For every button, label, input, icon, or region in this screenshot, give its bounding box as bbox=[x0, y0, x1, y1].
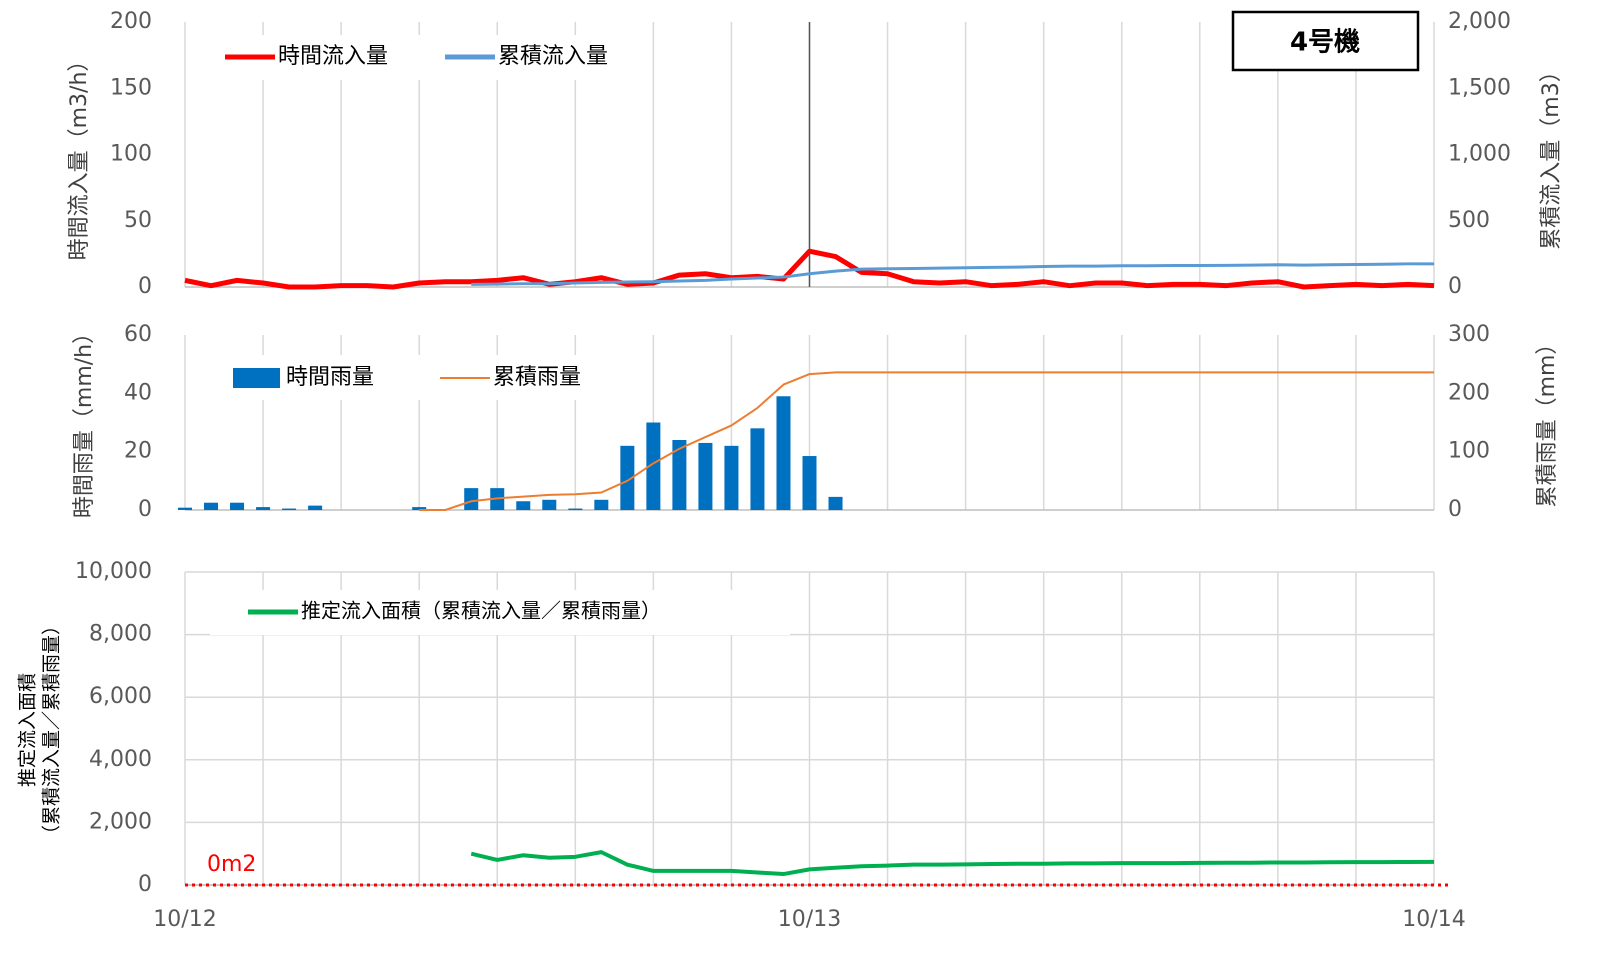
x-tick-label: 10/13 bbox=[778, 907, 841, 932]
bar bbox=[594, 499, 609, 510]
line bbox=[471, 262, 1434, 286]
y-tick-label: 0 bbox=[138, 497, 152, 522]
y2-tick-label: 100 bbox=[1448, 439, 1490, 464]
y2-tick-label: 1,500 bbox=[1448, 75, 1511, 100]
y-tick-label: 0 bbox=[138, 274, 152, 299]
bar bbox=[698, 442, 713, 510]
y-tick-label: 40 bbox=[124, 380, 152, 405]
bar bbox=[568, 508, 583, 510]
y-tick-label: 20 bbox=[124, 439, 152, 464]
y-tick-label: 50 bbox=[124, 208, 152, 233]
y-tick-label: 100 bbox=[110, 142, 152, 167]
bar bbox=[204, 502, 219, 510]
bar bbox=[802, 456, 817, 510]
legend-box bbox=[210, 35, 650, 80]
legend-label: 累積流入量 bbox=[498, 44, 608, 69]
line bbox=[184, 248, 1435, 290]
y-axis-title: （累積流入量／累積雨量） bbox=[41, 616, 63, 844]
bar bbox=[542, 499, 557, 510]
legend-label: 時間雨量 bbox=[286, 365, 374, 390]
y-tick-label: 60 bbox=[124, 322, 152, 347]
bar bbox=[646, 422, 661, 510]
chart-title: 4号機 bbox=[1290, 28, 1360, 58]
y2-tick-label: 1,000 bbox=[1448, 142, 1511, 167]
bar bbox=[750, 428, 765, 510]
y2-tick-label: 500 bbox=[1448, 208, 1490, 233]
y-axis-title: 推定流入面積 bbox=[17, 673, 39, 787]
bar bbox=[620, 445, 635, 510]
y-tick-label: 10,000 bbox=[75, 559, 152, 584]
legend-box bbox=[210, 590, 790, 635]
title-box bbox=[1231, 10, 1420, 72]
y-tick-label: 150 bbox=[110, 75, 152, 100]
legend-label: 推定流入面積（累積流入量／累積雨量） bbox=[301, 599, 661, 623]
bar bbox=[178, 507, 192, 510]
y2-tick-label: 300 bbox=[1448, 322, 1490, 347]
x-tick-label: 10/14 bbox=[1402, 907, 1465, 932]
y-tick-label: 4,000 bbox=[89, 747, 152, 772]
y2-tick-label: 0 bbox=[1448, 274, 1462, 299]
y-axis-title: 時間流入量（m3/h） bbox=[67, 50, 92, 261]
bar bbox=[282, 508, 297, 510]
legend-label: 累積雨量 bbox=[493, 365, 581, 390]
x-tick-label: 10/12 bbox=[153, 907, 216, 932]
bar bbox=[828, 496, 843, 510]
bar bbox=[230, 502, 245, 510]
y2-tick-label: 2,000 bbox=[1448, 9, 1511, 34]
bar bbox=[672, 440, 687, 510]
y-tick-label: 8,000 bbox=[89, 622, 152, 647]
y-tick-label: 6,000 bbox=[89, 684, 152, 709]
y-axis-title: 時間雨量（mm/h） bbox=[72, 322, 97, 518]
bar bbox=[516, 501, 531, 510]
y2-axis-title: 累積流入量（m3） bbox=[1539, 60, 1564, 249]
y-tick-label: 200 bbox=[110, 9, 152, 34]
bar bbox=[776, 396, 791, 510]
bar bbox=[724, 445, 739, 510]
line bbox=[470, 850, 1435, 877]
bar bbox=[308, 505, 323, 510]
bar bbox=[464, 488, 479, 510]
legend-label: 時間流入量 bbox=[278, 44, 388, 69]
y2-axis-title: 累積雨量（mm） bbox=[1535, 333, 1560, 508]
y-tick-label: 2,000 bbox=[89, 809, 152, 834]
y2-tick-label: 200 bbox=[1448, 380, 1490, 405]
y2-tick-label: 0 bbox=[1448, 497, 1462, 522]
y-tick-label: 0 bbox=[138, 872, 152, 897]
bar bbox=[412, 507, 427, 510]
legend-swatch bbox=[233, 368, 280, 388]
reference-label: 0m2 bbox=[207, 852, 256, 877]
bar bbox=[256, 507, 271, 510]
line bbox=[419, 371, 1434, 511]
